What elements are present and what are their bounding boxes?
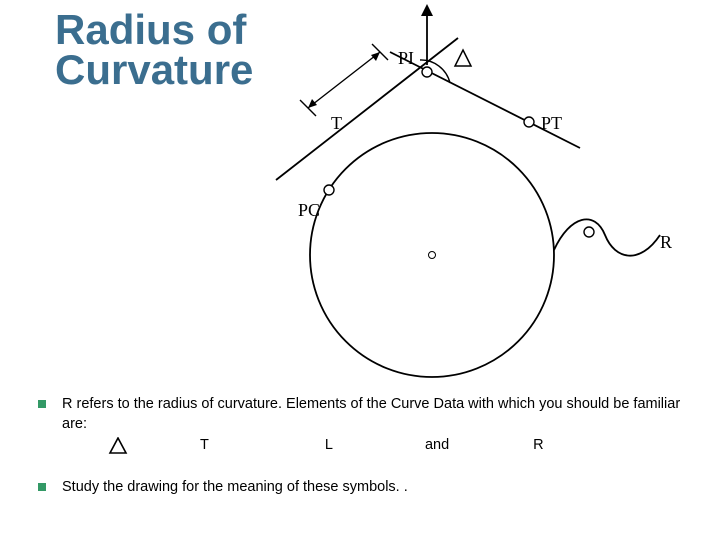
symbol-t: T [200, 436, 209, 456]
point-pi [422, 67, 432, 77]
symbol-r: R [533, 436, 543, 456]
triangle-icon [108, 437, 128, 455]
wavy-continuation [554, 219, 660, 255]
label-pt: PT [541, 113, 562, 134]
symbol-l: L [325, 436, 333, 456]
bullet-2: Study the drawing for the meaning of the… [38, 478, 698, 498]
t-bar-line [308, 52, 380, 108]
bullet-icon [38, 483, 46, 491]
label-r: R [660, 232, 672, 253]
center-marker [429, 252, 436, 259]
bullet-1-text: R refers to the radius of curvature. Ele… [62, 395, 698, 456]
body-content: R refers to the radius of curvature. Ele… [38, 395, 698, 519]
point-pt [524, 117, 534, 127]
point-pc [324, 185, 334, 195]
bullet-icon [38, 400, 46, 408]
label-pc: PC [298, 200, 320, 221]
symbol-and: and [425, 436, 449, 456]
pi-arrow-head [421, 4, 433, 16]
t-bar-arrow-hi [371, 52, 380, 61]
bullet-1-para: R refers to the radius of curvature. Ele… [62, 396, 680, 432]
bullet-1: R refers to the radius of curvature. Ele… [38, 395, 698, 456]
point-r [584, 227, 594, 237]
label-t: T [331, 113, 342, 134]
symbols-row: T L and R [62, 436, 698, 456]
tangent-left [276, 38, 458, 180]
delta-triangle-icon [455, 50, 471, 66]
t-bar-arrow-lo [308, 99, 317, 108]
bullet-2-text: Study the drawing for the meaning of the… [62, 478, 698, 498]
curvature-diagram [0, 0, 720, 380]
label-pi: PI [398, 48, 414, 69]
